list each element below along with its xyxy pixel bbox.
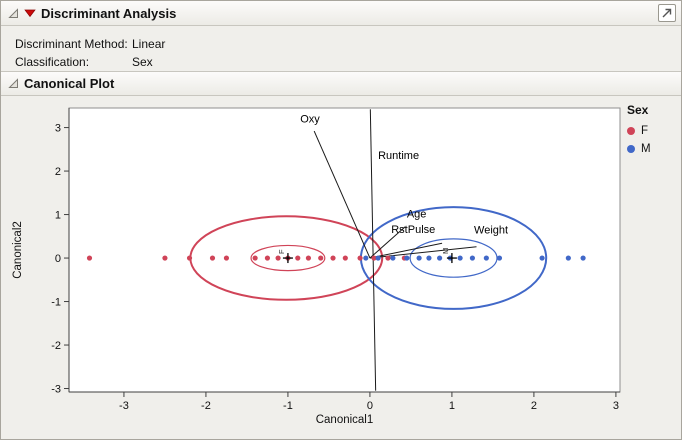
info-label: Discriminant Method: bbox=[15, 37, 128, 51]
legend-label: F bbox=[641, 125, 649, 137]
legend-label: M bbox=[641, 143, 651, 155]
x-tick-label: -1 bbox=[283, 400, 293, 412]
data-point-f[interactable] bbox=[252, 255, 258, 261]
popout-icon[interactable] bbox=[658, 4, 676, 22]
data-point-f[interactable] bbox=[318, 255, 324, 261]
plot-background bbox=[69, 108, 620, 392]
y-tick-label: -2 bbox=[51, 340, 61, 352]
x-tick-label: 2 bbox=[531, 400, 537, 412]
data-point-f[interactable] bbox=[385, 255, 391, 261]
data-point-m[interactable] bbox=[390, 255, 396, 261]
data-point-f[interactable] bbox=[295, 255, 301, 261]
data-point-f[interactable] bbox=[223, 255, 230, 261]
legend-item-m[interactable]: M bbox=[627, 140, 651, 158]
data-point-m[interactable] bbox=[496, 255, 503, 261]
y-tick-label: 1 bbox=[55, 210, 61, 222]
data-point-m[interactable] bbox=[363, 255, 369, 261]
data-point-m[interactable] bbox=[426, 255, 432, 261]
data-point-f[interactable] bbox=[342, 255, 348, 261]
ray-label: Age bbox=[407, 209, 427, 221]
data-point-m[interactable] bbox=[416, 255, 422, 261]
discriminant-info: Discriminant Method: Linear Classificatio… bbox=[15, 35, 165, 71]
x-tick-label: -3 bbox=[119, 400, 129, 412]
density-ellipse-f bbox=[250, 244, 326, 272]
data-point-m[interactable] bbox=[437, 255, 443, 261]
data-point-f[interactable] bbox=[264, 255, 271, 261]
report-title: Discriminant Analysis bbox=[41, 5, 177, 21]
data-point-f[interactable] bbox=[371, 255, 377, 261]
x-tick-label: 3 bbox=[613, 400, 619, 412]
legend-swatch bbox=[627, 145, 635, 153]
section-title: Canonical Plot bbox=[24, 76, 115, 91]
data-point-f[interactable] bbox=[186, 255, 193, 261]
data-point-f[interactable] bbox=[305, 255, 312, 261]
centroid-label: F bbox=[277, 249, 286, 254]
info-value: Linear bbox=[132, 37, 166, 51]
x-tick-label: 0 bbox=[367, 400, 373, 412]
data-point-f[interactable] bbox=[209, 255, 216, 261]
data-point-m[interactable] bbox=[580, 255, 586, 261]
info-row: Classification: Sex bbox=[15, 53, 165, 71]
legend-swatch bbox=[627, 127, 635, 135]
discriminant-analysis-header: Discriminant Analysis bbox=[1, 1, 681, 26]
data-point-f[interactable] bbox=[86, 255, 93, 261]
y-axis-title: Canonical2 bbox=[12, 221, 24, 279]
ray-label: Weight bbox=[474, 225, 508, 237]
data-point-m[interactable] bbox=[539, 255, 545, 261]
legend-item-f[interactable]: F bbox=[627, 122, 651, 140]
x-axis-title: Canonical1 bbox=[316, 414, 374, 426]
data-point-m[interactable] bbox=[404, 255, 410, 261]
biplot-ray bbox=[369, 226, 406, 259]
info-label: Classification: bbox=[15, 55, 90, 69]
canonical-plot-region: Oxy Runtime Age RstPulse Weight F M -3 -2 -1 0 1 2 3-… bbox=[1, 101, 682, 440]
plot-legend: Sex F M bbox=[627, 103, 651, 158]
y-tick-label: 2 bbox=[55, 166, 61, 178]
ray-label: RstPulse bbox=[391, 224, 435, 236]
data-point-f[interactable] bbox=[162, 255, 168, 261]
legend-title: Sex bbox=[627, 103, 649, 117]
canonical-plot-header: Canonical Plot bbox=[1, 71, 681, 96]
y-tick-label: -1 bbox=[51, 297, 61, 309]
data-point-m[interactable] bbox=[375, 255, 381, 261]
y-tick-label: -3 bbox=[51, 384, 61, 396]
ray-label: Runtime bbox=[378, 150, 419, 162]
biplot-ray bbox=[369, 109, 377, 391]
biplot-ray bbox=[313, 130, 371, 259]
data-point-m[interactable] bbox=[457, 255, 463, 261]
data-point-m[interactable] bbox=[565, 255, 571, 261]
x-tick-label: 1 bbox=[449, 400, 455, 412]
data-point-f[interactable] bbox=[275, 255, 281, 261]
data-point-m[interactable] bbox=[469, 255, 476, 261]
data-point-f[interactable] bbox=[330, 255, 336, 261]
centroid-label: M bbox=[441, 248, 450, 254]
data-point-f[interactable] bbox=[357, 255, 363, 261]
x-tick-label: -2 bbox=[201, 400, 211, 412]
disclosure-triangle-icon[interactable] bbox=[8, 78, 19, 89]
y-tick-label: 3 bbox=[55, 123, 61, 135]
red-triangle-menu-icon[interactable] bbox=[24, 8, 36, 18]
disclosure-triangle-icon[interactable] bbox=[8, 7, 19, 19]
data-point-m[interactable] bbox=[483, 255, 489, 261]
biplot-ray bbox=[369, 242, 443, 259]
info-value: Sex bbox=[132, 55, 153, 69]
info-row: Discriminant Method: Linear bbox=[15, 35, 165, 53]
y-tick-label: 0 bbox=[55, 253, 61, 265]
ray-label: Oxy bbox=[300, 113, 320, 125]
